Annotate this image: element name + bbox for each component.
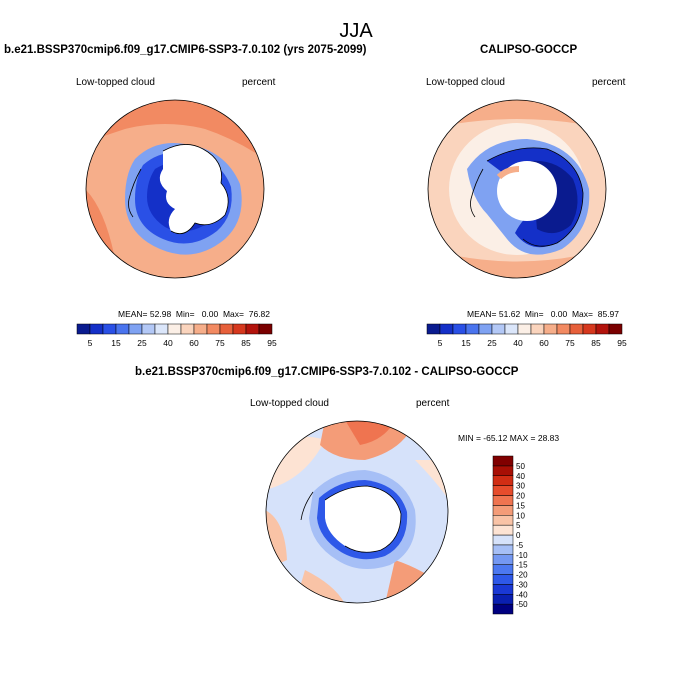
panel1-colorbar-tick-label: 5 (88, 338, 93, 348)
panel1-colorbar-swatch (154, 323, 169, 335)
panel1-stats: MEAN= 52.98 Min= 0.00 Max= 76.82 (118, 309, 271, 319)
panel1-colorbar-swatch (76, 323, 91, 335)
panel3-colorbar-tick-label: -10 (516, 551, 528, 560)
panel1-colorbar-tick-label: 85 (241, 338, 251, 348)
panel1-colorbar-swatch (245, 323, 260, 335)
panel1-colorbar-swatch (89, 323, 104, 335)
panel2-colorbar-swatch (608, 323, 623, 335)
panel1-colorbar-swatch (193, 323, 208, 335)
panel3-colorbar-tick-label: 15 (516, 501, 525, 510)
panel1-colorbar-swatch (141, 323, 156, 335)
panel3-colorbar-tick-label: -50 (516, 600, 528, 609)
panel3-polar-map (265, 420, 449, 604)
panel2-colorbar-tick-label: 95 (617, 338, 627, 348)
panel1-colorbar-swatch (219, 323, 234, 335)
panel2-stats: MEAN= 51.62 Min= 0.00 Max= 85.97 (467, 309, 620, 319)
panel3-colorbar-tick-label: -20 (516, 571, 528, 580)
panel1-polar-map (85, 99, 265, 279)
panel3-colorbar-tick-label: 20 (516, 492, 525, 501)
panel3-colorbar-swatch (492, 505, 514, 516)
panel1-colorbar-swatch (180, 323, 195, 335)
panel2-variable-label: Low-topped cloud (426, 77, 505, 88)
panel1-colorbar-swatch (167, 323, 182, 335)
panel1-colorbar-tick-label: 75 (215, 338, 225, 348)
panel2-colorbar-tick-label: 25 (487, 338, 497, 348)
panel3-colorbar-tick-label: -30 (516, 580, 528, 589)
panel2-colorbar-swatch (491, 323, 506, 335)
panel1-colorbar-tick-label: 15 (111, 338, 121, 348)
panel2-colorbar-swatch (543, 323, 558, 335)
panel1-colorbar-swatch (258, 323, 273, 335)
panel2-colorbar-swatch (556, 323, 571, 335)
panel2-polar-map (427, 99, 607, 279)
panel3-colorbar-swatch (492, 554, 514, 565)
panel1-colorbar-tick-label: 95 (267, 338, 277, 348)
panel2-colorbar-swatch (504, 323, 519, 335)
panel2-units-label: percent (592, 77, 626, 88)
panel1-units-label: percent (242, 77, 276, 88)
panel3-colorbar-swatch (492, 515, 514, 526)
panel3-colorbar-tick-label: -40 (516, 590, 528, 599)
panel1-colorbar-swatch (115, 323, 130, 335)
panel3-colorbar-tick-label: 50 (516, 462, 525, 471)
panel2-colorbar-tick-label: 85 (591, 338, 601, 348)
panel3-colorbar-tick-label: 40 (516, 472, 525, 481)
panel2-colorbar-swatch (582, 323, 597, 335)
panel3-units-label: percent (416, 398, 450, 409)
panel2-colorbar-swatch (530, 323, 545, 335)
panel1-variable-label: Low-topped cloud (76, 77, 155, 88)
panel1-colorbar-swatch (232, 323, 247, 335)
panel3-colorbar-swatch (492, 524, 514, 536)
panel2-colorbar-swatch (452, 323, 467, 335)
panel3-colorbar-tick-label: 30 (516, 482, 525, 491)
panel3-colorbar-tick-label: 0 (516, 531, 521, 540)
panel3-colorbar-swatch (492, 485, 514, 496)
panel3-minmax: MIN = -65.12 MAX = 28.83 (458, 433, 560, 443)
panel3-colorbar-swatch (492, 594, 514, 605)
panel3-colorbar-swatch (492, 495, 514, 506)
panel2-colorbar-swatch (595, 323, 610, 335)
panel2-colorbar-tick-label: 5 (438, 338, 443, 348)
panel2-colorbar-tick-label: 60 (539, 338, 549, 348)
panel1-colorbar-tick-label: 25 (137, 338, 147, 348)
panel3-colorbar-tick-label: 10 (516, 511, 525, 520)
panel3-colorbar-tick-label: -15 (516, 561, 528, 570)
panel2-colorbar-swatch (478, 323, 493, 335)
panel3-colorbar-swatch (492, 465, 514, 476)
panel3-colorbar-swatch (492, 534, 514, 546)
panel1-colorbar: 5 15 25 40 60 75 85 95 (76, 323, 277, 348)
panel3-colorbar-swatch (492, 574, 514, 585)
panel3-title: b.e21.BSSP370cmip6.f09_g17.CMIP6-SSP3-7.… (135, 366, 519, 378)
panel1-colorbar-swatch (206, 323, 221, 335)
panel2-colorbar-swatch (426, 323, 441, 335)
panel3-variable-label: Low-topped cloud (250, 398, 329, 409)
panel1-colorbar-swatch (102, 323, 117, 335)
panel2-colorbar-tick-label: 40 (513, 338, 523, 348)
panel2-colorbar-swatch (439, 323, 454, 335)
panel1-colorbar-tick-label: 60 (189, 338, 199, 348)
panel3-colorbar-swatch (492, 584, 514, 595)
panel2-colorbar-tick-label: 75 (565, 338, 575, 348)
figure-title: JJA (339, 20, 373, 42)
panel3-colorbar-tick-label: 5 (516, 521, 521, 530)
panel2-title: CALIPSO-GOCCP (480, 44, 578, 56)
panel3-colorbar-swatch (492, 564, 514, 575)
panel2-colorbar: 5 15 25 40 60 75 85 95 (426, 323, 627, 348)
panel2-colorbar-swatch (465, 323, 480, 335)
panel3-colorbar-swatch (492, 603, 514, 615)
panel1-colorbar-swatch (128, 323, 143, 335)
panel2-colorbar-swatch (569, 323, 584, 335)
panel1-title: b.e21.BSSP370cmip6.f09_g17.CMIP6-SSP3-7.… (4, 44, 367, 56)
panel2-colorbar-swatch (517, 323, 532, 335)
panel1-colorbar-tick-label: 40 (163, 338, 173, 348)
panel3-colorbar-swatch (492, 544, 514, 555)
panel2-colorbar-tick-label: 15 (461, 338, 471, 348)
panel3-colorbar-swatch (492, 475, 514, 486)
panel3-colorbar-swatch (492, 455, 514, 467)
panel3-colorbar-tick-label: -5 (516, 541, 524, 550)
